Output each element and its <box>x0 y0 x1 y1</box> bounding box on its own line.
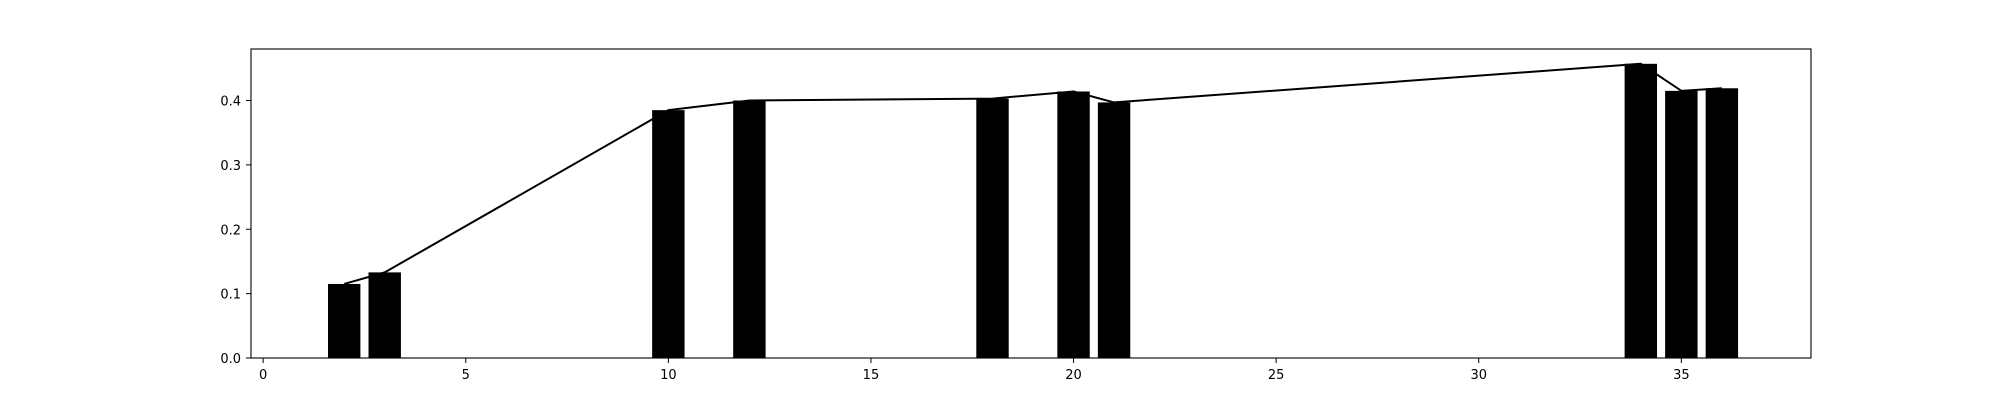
x-tick-label: 30 <box>1470 368 1487 383</box>
y-tick-label: 0.4 <box>220 95 241 110</box>
bar-3 <box>733 100 766 358</box>
bars-group <box>327 63 1739 359</box>
y-tick-label: 0.3 <box>220 159 241 174</box>
x-tick-label: 25 <box>1268 368 1285 383</box>
line-series-group <box>343 62 1722 285</box>
bar-7 <box>1624 63 1658 359</box>
x-tick-label: 35 <box>1673 368 1690 383</box>
bar-9 <box>1705 88 1739 359</box>
bar-5 <box>1057 91 1090 359</box>
bar-8 <box>1665 90 1698 358</box>
bar-6 <box>1097 102 1131 359</box>
x-tick-label: 20 <box>1065 368 1082 383</box>
bar-1 <box>368 272 401 358</box>
line-series <box>343 62 1722 285</box>
bar-0 <box>327 283 361 358</box>
bar-4 <box>976 98 1009 358</box>
x-axis: 0 5 10 15 20 25 30 35 <box>259 358 1690 383</box>
x-tick-label: 15 <box>863 368 880 383</box>
bar-2 <box>652 110 685 358</box>
y-tick-label: 0.1 <box>220 288 241 303</box>
x-tick-label: 5 <box>462 368 470 383</box>
axes-frame <box>250 48 1812 359</box>
x-tick-label: 10 <box>660 368 677 383</box>
y-axis: 0.0 0.1 0.2 0.3 0.4 <box>220 95 251 367</box>
x-tick-label: 0 <box>259 368 267 383</box>
y-tick-label: 0.0 <box>220 352 241 367</box>
y-tick-label: 0.2 <box>220 223 241 238</box>
